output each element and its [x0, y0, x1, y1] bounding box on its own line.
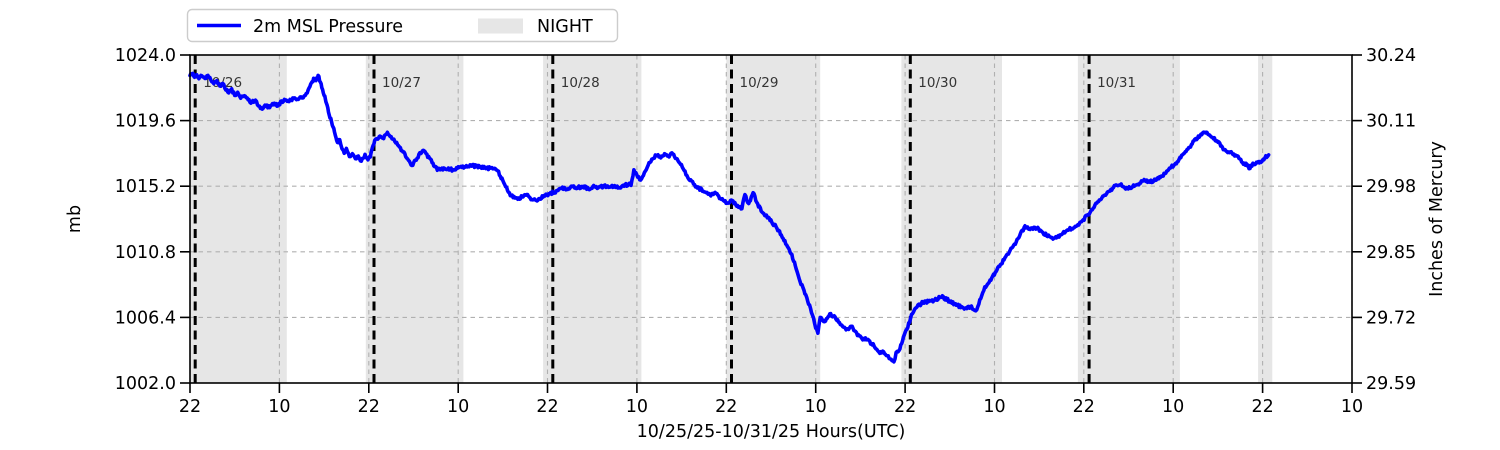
night-regions: [190, 55, 1273, 383]
x-tick-label: 10: [626, 397, 648, 417]
night-region: [365, 55, 464, 383]
pressure-series: [188, 71, 1271, 364]
y-tick-label-right: 29.85: [1366, 243, 1416, 263]
y-tick-label-right: 30.24: [1366, 46, 1416, 66]
day-label: 10/31: [1097, 75, 1136, 91]
x-tick-label: 10: [1162, 397, 1184, 417]
x-tick-label: 10: [447, 397, 469, 417]
day-label: 10/30: [918, 75, 957, 91]
y-axis-label-left: mb: [65, 205, 85, 233]
plot-border: [189, 54, 1353, 384]
y-tick-label-left: 1006.4: [115, 308, 176, 328]
night-region: [543, 55, 642, 383]
night-swatch: [478, 18, 523, 34]
x-tick-label: 10: [1341, 397, 1363, 417]
x-axis-label: 10/25/25-10/31/25 Hours(UTC): [637, 422, 906, 442]
axes: [180, 54, 1362, 393]
y-axis-label-right: Inches of Mercury: [1427, 141, 1447, 297]
tick-labels: 22 10 22 10 22 10 22 10 22 10 22 10 22 10 1002.0 29.59 1…: [115, 46, 1416, 417]
legend-night-label: NIGHT: [537, 17, 593, 37]
legend: 2m MSL Pressure NIGHT: [186, 8, 619, 43]
x-tick-label: 10: [983, 397, 1005, 417]
x-tick-label: 22: [1073, 397, 1095, 417]
day-label: 10/29: [740, 75, 779, 91]
night-region: [1258, 55, 1273, 383]
y-tick-label-left: 1010.8: [115, 243, 176, 263]
y-tick-label-right: 29.59: [1366, 374, 1416, 394]
x-tick-label: 22: [358, 397, 380, 417]
y-tick-label-right: 29.98: [1366, 177, 1416, 197]
legend-pressure-label: 2m MSL Pressure: [253, 17, 403, 37]
y-tick-label-right: 30.11: [1366, 112, 1416, 132]
x-tick-label: 22: [179, 397, 201, 417]
night-region: [726, 55, 821, 383]
y-tick-label-left: 1002.0: [115, 374, 176, 394]
x-tick-label: 22: [715, 397, 737, 417]
x-tick-label: 10: [268, 397, 290, 417]
pressure-line: [188, 71, 1271, 364]
y-tick-label-left: 1015.2: [115, 177, 176, 197]
night-region: [1077, 55, 1180, 383]
y-tick-label-left: 1024.0: [115, 46, 176, 66]
night-region: [190, 55, 287, 383]
y-tick-label-left: 1019.6: [115, 112, 176, 132]
night-region: [901, 55, 1002, 383]
x-tick-label: 10: [805, 397, 827, 417]
day-label: 10/27: [382, 75, 421, 91]
day-boundary-lines: 10/26 10/27 10/28 10/29 10/30 10/31: [193, 55, 1136, 383]
x-tick-label: 22: [1251, 397, 1273, 417]
x-tick-label: 22: [894, 397, 916, 417]
x-tick-label: 22: [536, 397, 558, 417]
y-tick-label-right: 29.72: [1366, 308, 1416, 328]
day-label: 10/28: [561, 75, 600, 91]
